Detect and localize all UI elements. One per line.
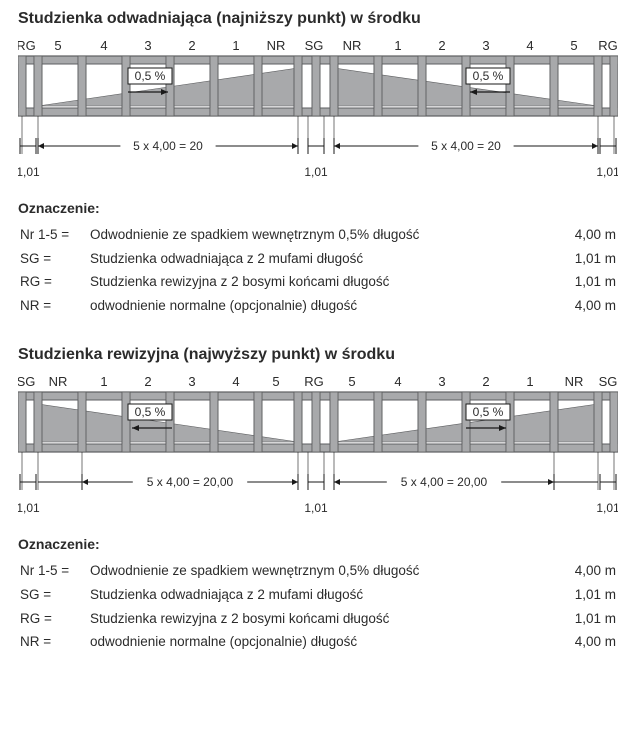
legend2-key: NR =: [20, 631, 88, 653]
svg-text:3: 3: [482, 38, 489, 53]
svg-text:0,5 %: 0,5 %: [135, 69, 166, 83]
svg-text:1: 1: [232, 38, 239, 53]
legend1-desc: odwodnienie normalne (opcjonalnie) długo…: [90, 295, 554, 317]
svg-text:NR: NR: [565, 374, 584, 389]
legend2-desc: Odwodnienie ze spadkiem wewnętrznym 0,5%…: [90, 560, 554, 582]
svg-text:2: 2: [188, 38, 195, 53]
legend1-val: 4,00 m: [556, 295, 616, 317]
svg-text:5 x 4,00 = 20,00: 5 x 4,00 = 20,00: [401, 475, 488, 489]
legend1-row: Nr 1-5 =Odwodnienie ze spadkiem wewnętrz…: [20, 224, 616, 246]
svg-text:SG: SG: [305, 38, 324, 53]
svg-text:1: 1: [526, 374, 533, 389]
section1-title: Studzienka odwadniająca (najniższy punkt…: [18, 10, 618, 28]
legend1-desc: Studzienka rewizyjna z 2 bosymi końcami …: [90, 271, 554, 293]
diagram1-channel: [18, 56, 618, 116]
legend1-val: 4,00 m: [556, 224, 616, 246]
diagram-1: RG 5 4 3 2 1 NR SG NR 1 2 3 4 5 RG 0,5 % 0,5 % 5 x 4,00…: [18, 36, 618, 186]
svg-text:NR: NR: [343, 38, 362, 53]
svg-text:0,5 %: 0,5 %: [473, 405, 504, 419]
svg-text:5 x 4,00 = 20: 5 x 4,00 = 20: [133, 139, 203, 153]
legend1-row: RG =Studzienka rewizyjna z 2 bosymi końc…: [20, 271, 616, 293]
svg-text:5: 5: [54, 38, 61, 53]
diagram-2: SG NR 1 2 3 4 5 RG 5 4 3 2 1 NR SG 0,5 % 0,5 % 5 x 4,00…: [18, 372, 618, 522]
legend2-table: Nr 1-5 =Odwodnienie ze spadkiem wewnętrz…: [18, 558, 618, 654]
legend1-key: NR =: [20, 295, 88, 317]
svg-text:SG: SG: [599, 374, 618, 389]
svg-text:1,01: 1,01: [304, 501, 328, 515]
svg-text:5: 5: [348, 374, 355, 389]
legend2-title: Oznaczenie:: [18, 536, 618, 552]
legend2-desc: Studzienka odwadniająca z 2 mufami długo…: [90, 584, 554, 606]
diagram1-top-labels: RG 5 4 3 2 1 NR SG NR 1 2 3 4 5 RG: [18, 38, 618, 53]
diagram2-top-labels: SG NR 1 2 3 4 5 RG 5 4 3 2 1 NR SG: [18, 374, 617, 389]
svg-text:NR: NR: [267, 38, 286, 53]
svg-text:0,5 %: 0,5 %: [135, 405, 166, 419]
svg-text:3: 3: [438, 374, 445, 389]
legend2-key: SG =: [20, 584, 88, 606]
diagram2-dims: 5 x 4,00 = 20,00 5 x 4,00 = 20,00 1,01 1,01…: [18, 452, 618, 515]
section-drain-center: Studzienka odwadniająca (najniższy punkt…: [18, 10, 618, 318]
svg-text:2: 2: [144, 374, 151, 389]
svg-text:3: 3: [144, 38, 151, 53]
svg-text:SG: SG: [18, 374, 35, 389]
legend1-row: NR =odwodnienie normalne (opcjonalnie) d…: [20, 295, 616, 317]
svg-text:1,01: 1,01: [304, 165, 328, 179]
svg-text:5: 5: [272, 374, 279, 389]
svg-text:RG: RG: [18, 38, 36, 53]
svg-text:5: 5: [570, 38, 577, 53]
legend2-row: Nr 1-5 =Odwodnienie ze spadkiem wewnętrz…: [20, 560, 616, 582]
svg-text:RG: RG: [598, 38, 618, 53]
svg-text:4: 4: [394, 374, 401, 389]
svg-text:1,01: 1,01: [18, 165, 40, 179]
legend2-key: RG =: [20, 608, 88, 630]
diagram1-dims: 5 x 4,00 = 20 5 x 4,00 = 20 1,01 1,01 1,01: [18, 116, 618, 179]
svg-text:1,01: 1,01: [18, 501, 40, 515]
svg-text:1,01: 1,01: [596, 501, 618, 515]
svg-text:2: 2: [438, 38, 445, 53]
legend2-val: 4,00 m: [556, 560, 616, 582]
svg-text:5 x 4,00 = 20,00: 5 x 4,00 = 20,00: [147, 475, 234, 489]
legend2-val: 4,00 m: [556, 631, 616, 653]
legend1-table: Nr 1-5 =Odwodnienie ze spadkiem wewnętrz…: [18, 222, 618, 318]
legend1-key: RG =: [20, 271, 88, 293]
svg-text:0,5 %: 0,5 %: [473, 69, 504, 83]
diagram2-channel: [18, 392, 618, 452]
legend1-key: Nr 1-5 =: [20, 224, 88, 246]
section2-title: Studzienka rewizyjna (najwyższy punkt) w…: [18, 346, 618, 364]
legend2-row: SG =Studzienka odwadniająca z 2 mufami d…: [20, 584, 616, 606]
svg-text:4: 4: [100, 38, 107, 53]
legend1-desc: Studzienka odwadniająca z 2 mufami długo…: [90, 248, 554, 270]
svg-text:2: 2: [482, 374, 489, 389]
legend1-title: Oznaczenie:: [18, 200, 618, 216]
svg-text:RG: RG: [304, 374, 324, 389]
legend1-desc: Odwodnienie ze spadkiem wewnętrznym 0,5%…: [90, 224, 554, 246]
legend2-row: NR =odwodnienie normalne (opcjonalnie) d…: [20, 631, 616, 653]
legend2-val: 1,01 m: [556, 608, 616, 630]
legend1-val: 1,01 m: [556, 271, 616, 293]
legend2-val: 1,01 m: [556, 584, 616, 606]
svg-text:1: 1: [394, 38, 401, 53]
legend1-val: 1,01 m: [556, 248, 616, 270]
legend1-key: SG =: [20, 248, 88, 270]
svg-text:1: 1: [100, 374, 107, 389]
legend1-row: SG =Studzienka odwadniająca z 2 mufami d…: [20, 248, 616, 270]
legend2-key: Nr 1-5 =: [20, 560, 88, 582]
legend2-row: RG =Studzienka rewizyjna z 2 bosymi końc…: [20, 608, 616, 630]
legend2-desc: odwodnienie normalne (opcjonalnie) długo…: [90, 631, 554, 653]
svg-text:3: 3: [188, 374, 195, 389]
svg-text:1,01: 1,01: [596, 165, 618, 179]
svg-text:4: 4: [232, 374, 239, 389]
section-inspection-center: Studzienka rewizyjna (najwyższy punkt) w…: [18, 346, 618, 654]
svg-text:5 x 4,00 = 20: 5 x 4,00 = 20: [431, 139, 501, 153]
svg-text:4: 4: [526, 38, 533, 53]
svg-text:NR: NR: [49, 374, 68, 389]
legend2-desc: Studzienka rewizyjna z 2 bosymi końcami …: [90, 608, 554, 630]
